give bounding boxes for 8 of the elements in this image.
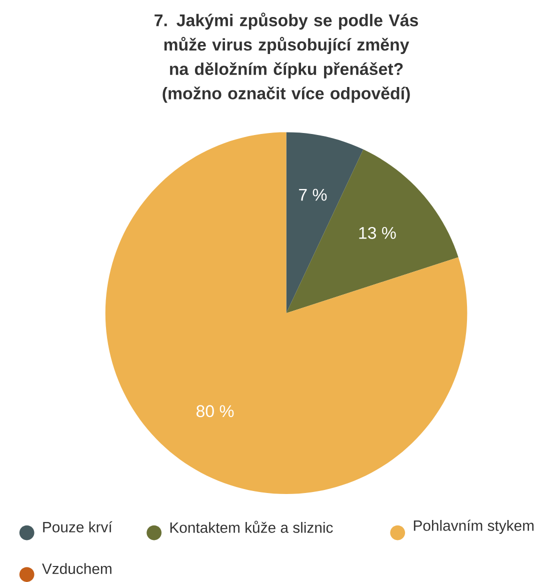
data-label: 80 % bbox=[196, 405, 234, 418]
legend-label: Pohlavním stykem bbox=[414, 520, 534, 534]
chart-title: 7. Jakými způsoby se podle Vás může virus způsobující změny na děložním čípku přenášet? (možno označit více odpovědí) bbox=[154, 12, 418, 103]
data-label: 13 % bbox=[359, 226, 396, 239]
data-label: 7 % bbox=[299, 188, 327, 201]
legend-label: Vzduchem bbox=[42, 563, 112, 574]
legend-label: Kontaktem kůže a sliznic bbox=[170, 520, 334, 533]
legend-label: Pouze krví bbox=[43, 521, 112, 532]
